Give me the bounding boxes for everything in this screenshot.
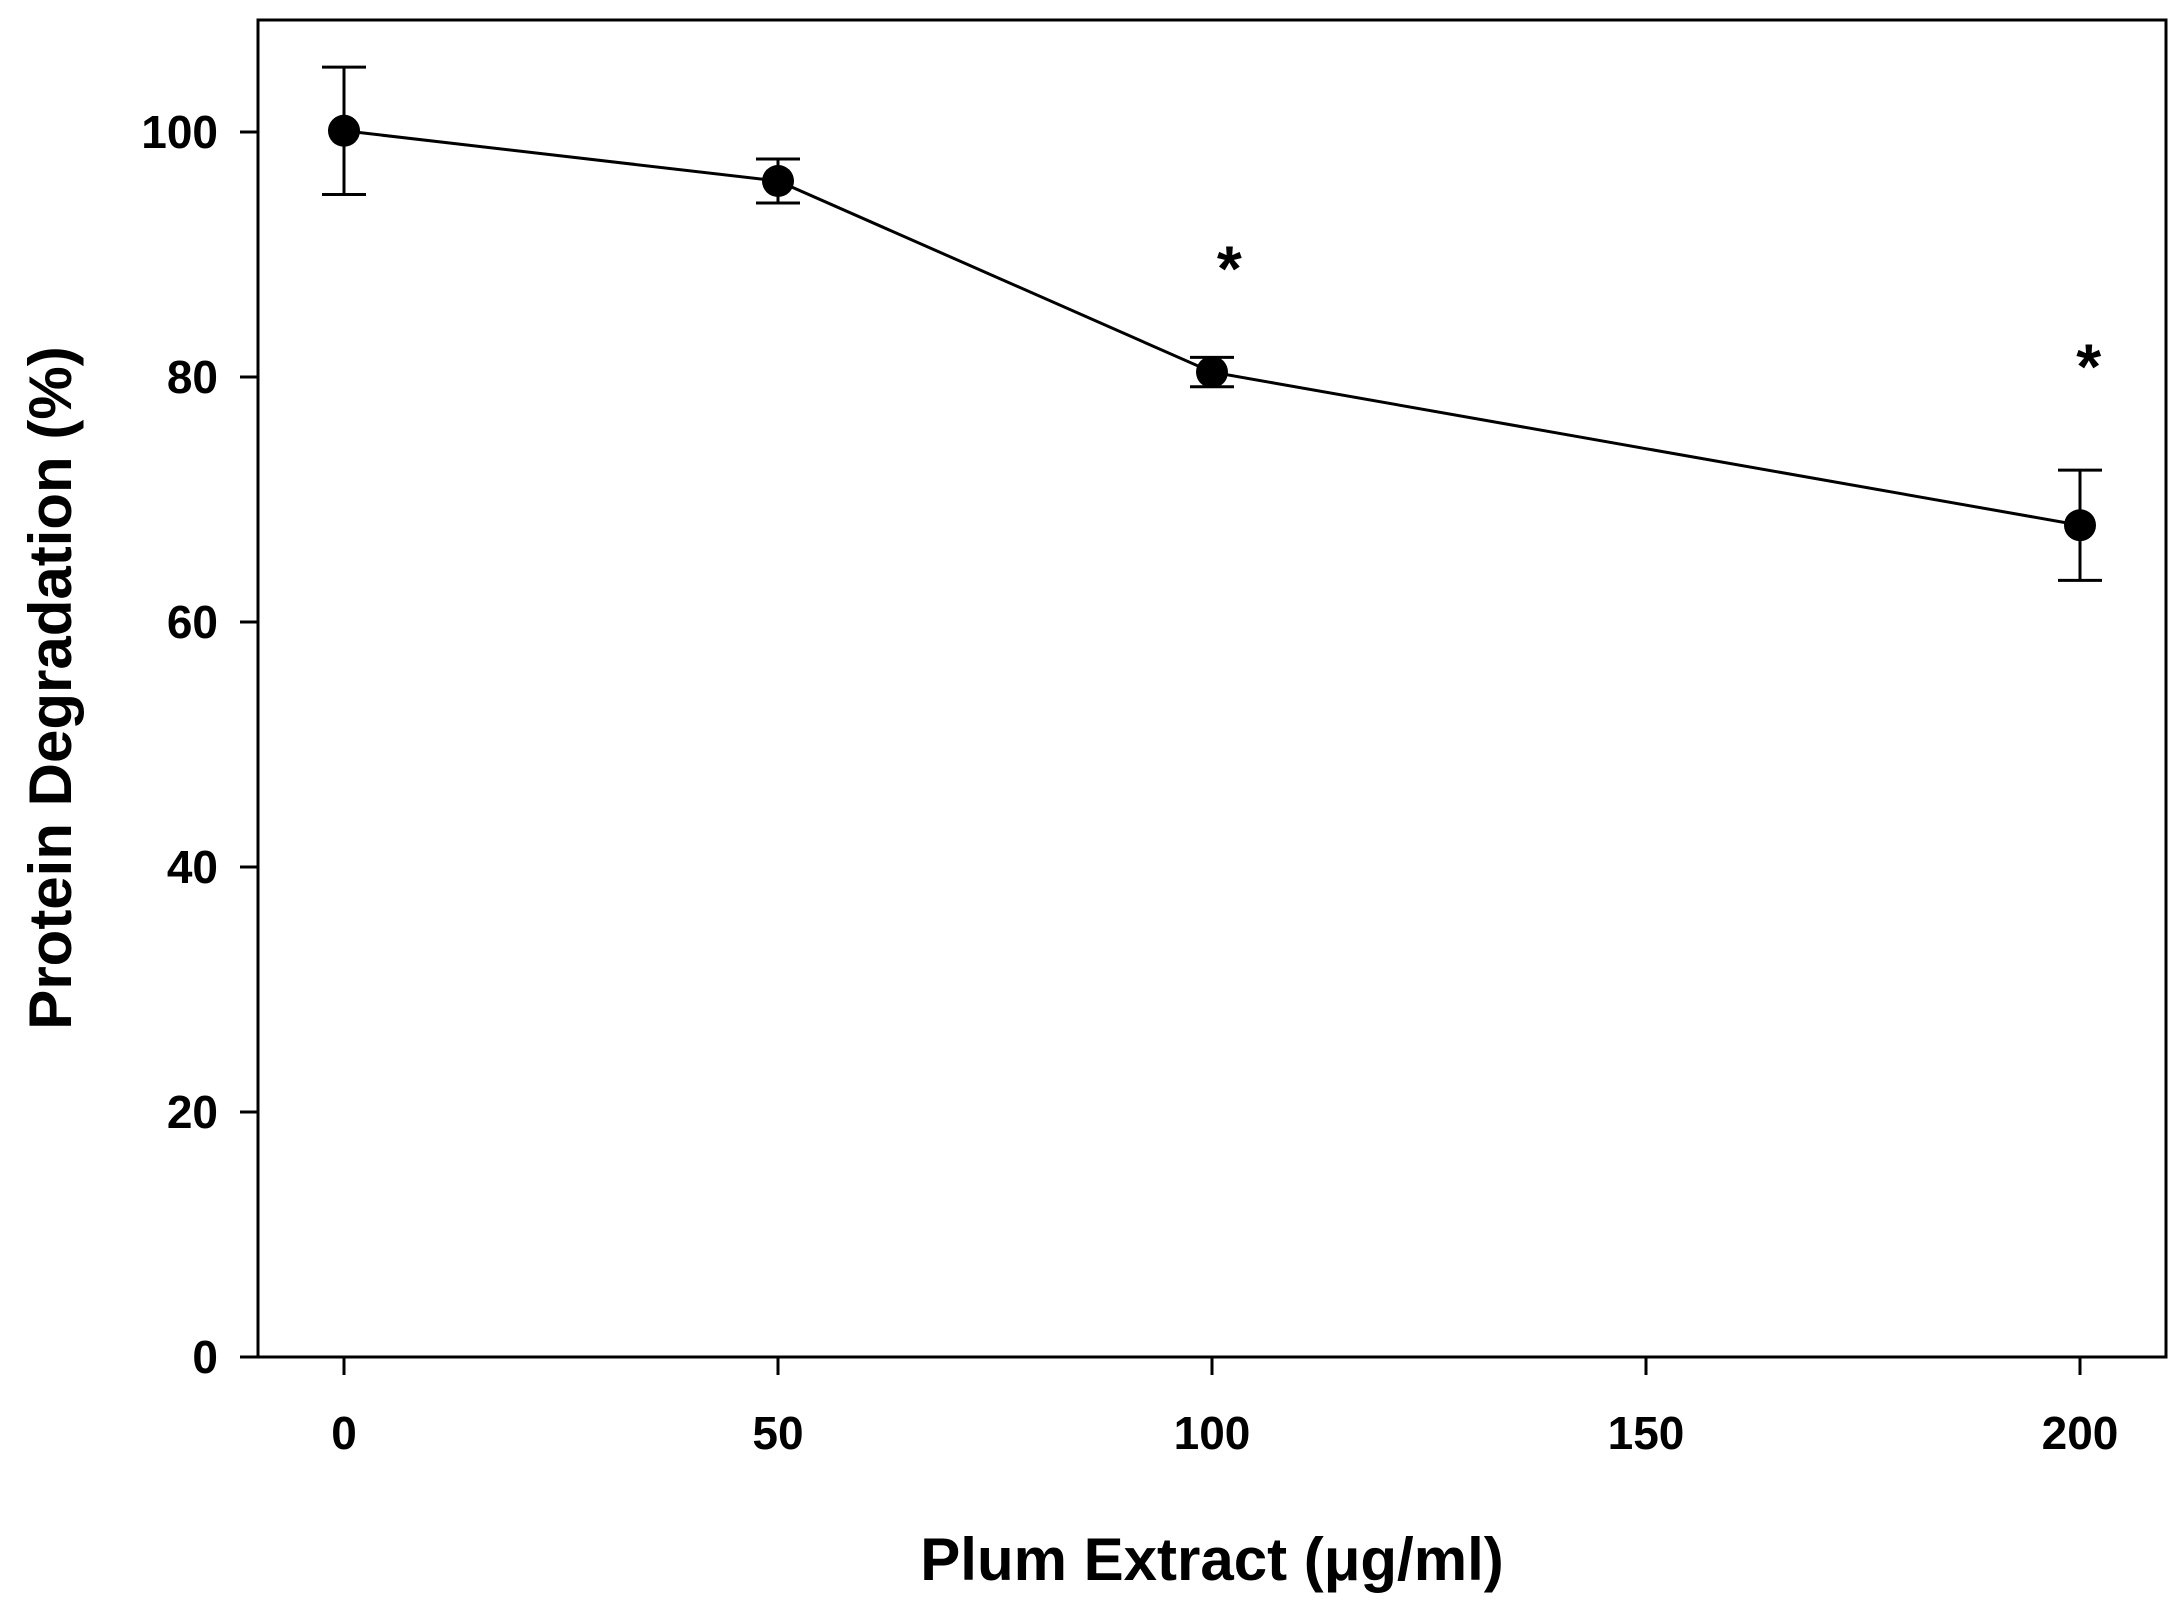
y-tick-label: 60: [167, 596, 218, 648]
significance-marker: *: [1217, 233, 1242, 305]
data-point: [2064, 509, 2096, 542]
y-tick-label: 80: [167, 351, 218, 403]
x-tick-label: 50: [752, 1407, 803, 1459]
series-line: [343, 129, 2081, 527]
y-tick-label: 20: [167, 1086, 218, 1138]
y-axis-title: Protein Degradation (%): [17, 346, 84, 1029]
x-tick-label: 0: [331, 1407, 357, 1459]
series-group: [322, 65, 2102, 582]
significance-marker: *: [2076, 331, 2101, 403]
y-axis: 0 20 40 60 80 100: [141, 106, 258, 1383]
data-point: [762, 165, 794, 197]
x-axis-title: Plum Extract (μg/ml): [920, 1526, 1503, 1593]
x-tick-label: 100: [1174, 1407, 1251, 1459]
data-point: [1196, 356, 1228, 389]
plot-frame: [256, 18, 2168, 1359]
x-axis: 0 50 100 150 200: [331, 1357, 2118, 1459]
data-point: [328, 114, 360, 147]
annotation-group: **: [1217, 233, 2101, 403]
y-tick-label: 40: [167, 841, 218, 893]
y-tick-label: 0: [192, 1331, 218, 1383]
y-tick-label: 100: [141, 106, 218, 158]
x-tick-label: 150: [1608, 1407, 1685, 1459]
x-tick-label: 200: [2042, 1407, 2119, 1459]
